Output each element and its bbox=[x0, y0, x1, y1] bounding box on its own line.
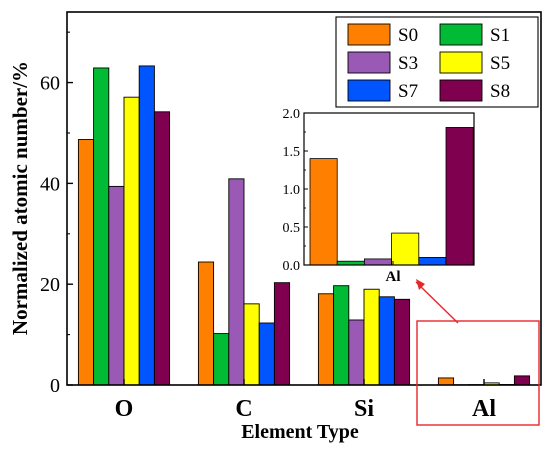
inset-y-tick-label: 0.0 bbox=[283, 259, 301, 274]
bar-s8-c bbox=[273, 282, 291, 386]
main-axes-group: 0 20 40 60 O C Si Al bbox=[40, 31, 496, 422]
legend-swatch-s0 bbox=[347, 23, 391, 46]
legend-swatch-s5 bbox=[439, 51, 483, 74]
inset-axes-group: 0.0 0.5 1.0 1.5 2.0 Al bbox=[283, 107, 401, 285]
legend-label-s1: S1 bbox=[490, 25, 510, 46]
bar-s5-si bbox=[363, 288, 380, 386]
bar-s0-al bbox=[437, 377, 455, 386]
bar-s8-o bbox=[153, 111, 171, 386]
legend-swatch-s3 bbox=[347, 51, 391, 74]
bar-s8-si bbox=[393, 298, 411, 386]
inset-bar-s5 bbox=[391, 232, 420, 266]
main-bars-group bbox=[77, 65, 531, 386]
legend-swatch-s7 bbox=[347, 79, 391, 102]
legend-label-s0: S0 bbox=[398, 25, 418, 46]
x-tick-label-o: O bbox=[115, 396, 134, 422]
bar-s8-al bbox=[513, 375, 531, 386]
legend-label-s5: S5 bbox=[490, 53, 510, 74]
zoom-arrow bbox=[415, 281, 459, 324]
bar-s0-c bbox=[197, 261, 215, 386]
inset-bars-group bbox=[309, 127, 474, 266]
inset-y-tick-label: 1.0 bbox=[283, 183, 301, 198]
bar-s5-o bbox=[123, 96, 140, 386]
legend-swatch-s1 bbox=[439, 23, 483, 46]
bar-s1-c bbox=[213, 333, 230, 386]
inset-y-tick-label: 1.5 bbox=[283, 145, 301, 160]
bar-s5-c bbox=[243, 303, 260, 386]
legend-swatch-s8 bbox=[439, 79, 483, 102]
legend-label-s3: S3 bbox=[398, 53, 418, 74]
bar-s0-o bbox=[77, 139, 95, 386]
bar-s0-si bbox=[317, 293, 335, 386]
bar-s1-si bbox=[333, 285, 350, 386]
bar-s3-si bbox=[348, 319, 365, 386]
highlight-box bbox=[416, 320, 540, 426]
inset-bar-s3 bbox=[363, 258, 392, 266]
inset-y-tick-label: 0.5 bbox=[283, 221, 301, 236]
legend-label-s7: S7 bbox=[398, 81, 418, 102]
legend: S0 S1 S3 S5 S7 S8 bbox=[335, 16, 539, 108]
inset-bar-s8 bbox=[445, 127, 474, 266]
bar-s3-o bbox=[108, 185, 125, 386]
y-tick-label: 40 bbox=[40, 173, 60, 195]
bar-s3-c bbox=[228, 178, 245, 386]
inset-x-tick-label-al: Al bbox=[386, 269, 401, 285]
y-tick-label: 20 bbox=[40, 274, 60, 296]
y-axis-label: Normalized atomic number/% bbox=[8, 61, 32, 335]
y-tick-label: 0 bbox=[50, 375, 60, 397]
legend-label-s8: S8 bbox=[490, 81, 510, 102]
x-axis-label: Element Type bbox=[241, 421, 359, 443]
bar-s7-o bbox=[138, 65, 155, 386]
x-tick-label-si: Si bbox=[354, 396, 374, 422]
inset-bar-s7 bbox=[418, 256, 447, 266]
x-tick-label-al: Al bbox=[472, 396, 496, 422]
zoom-arrow-head bbox=[416, 279, 425, 290]
bar-s1-o bbox=[93, 67, 110, 386]
bar-s7-c bbox=[258, 322, 275, 386]
bar-s7-si bbox=[378, 296, 395, 386]
inset-y-tick-label: 2.0 bbox=[283, 107, 301, 122]
main-plot-frame bbox=[66, 11, 542, 386]
x-tick-label-c: C bbox=[235, 396, 252, 422]
y-tick-label: 60 bbox=[40, 73, 60, 95]
inset-bar-s0 bbox=[309, 158, 338, 266]
